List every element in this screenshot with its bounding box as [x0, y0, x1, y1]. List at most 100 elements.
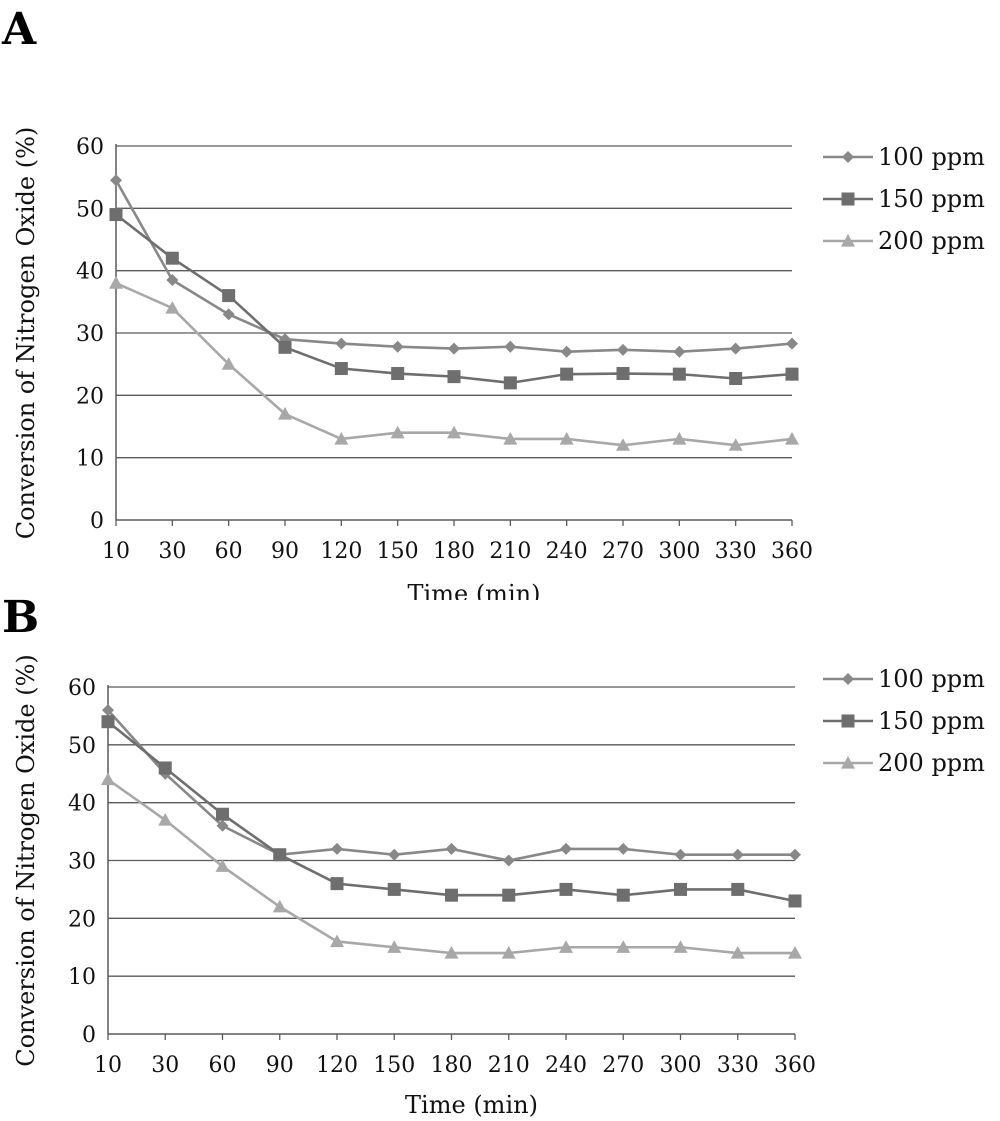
chart-a-x-tick-label: 120 [320, 539, 362, 564]
chart-a-data-point [672, 367, 686, 381]
chart-b-y-tick-label: 50 [68, 734, 96, 759]
chart-a-x-tick-label: 360 [771, 539, 813, 564]
chart-b-legend-label: 150 ppm [878, 707, 985, 735]
chart-b-data-point [331, 842, 343, 855]
chart-b-x-tick-label: 120 [316, 1053, 358, 1078]
chart-a-y-tick-label: 20 [76, 384, 104, 409]
chart-b-series-line [107, 720, 796, 903]
chart-b-data-point [272, 899, 287, 913]
chart-a-legend-label: 100 ppm [878, 143, 985, 171]
chart-a-data-point [617, 343, 629, 356]
chart-a-data-point [559, 431, 574, 445]
chart-a-x-axis-title: Time (min) [408, 580, 541, 600]
chart-b-data-point [387, 882, 401, 896]
chart-a-data-point [222, 308, 235, 321]
chart-a-data-point [729, 342, 742, 355]
chart-b-data-point [388, 848, 401, 861]
chart-a-x-tick-label: 330 [715, 539, 757, 564]
chart-b-data-point [616, 888, 630, 902]
chart-a-y-tick-label: 10 [76, 447, 104, 472]
chart-a-series-2 [109, 276, 799, 451]
chart-b-data-point [502, 854, 515, 867]
chart-a-data-point [278, 407, 292, 420]
chart-b-data-point [102, 704, 114, 717]
chart-b-x-tick-label: 360 [774, 1053, 816, 1078]
chart-a-data-point [786, 337, 798, 350]
chart-b-data-point [788, 946, 802, 959]
chart-a-y-tick-label: 60 [76, 135, 104, 160]
chart-b-data-point [330, 877, 344, 891]
panel-b-letter: B [2, 592, 40, 643]
chart-a-data-point [109, 208, 123, 222]
chart-b-data-point [330, 934, 344, 948]
chart-b-data-point [674, 848, 687, 861]
chart-a-data-point [785, 367, 799, 381]
chart-b-data-point [101, 715, 115, 729]
chart-a-x-tick-label: 180 [433, 539, 475, 564]
chart-a-x-tick-label: 10 [102, 539, 130, 564]
chart-b-data-point [444, 946, 459, 959]
chart-a-data-point [503, 431, 518, 445]
chart-b-y-tick-label: 60 [68, 676, 96, 701]
chart-a-data-point [334, 431, 349, 445]
chart-a-data-point [221, 357, 236, 370]
chart-a-data-point [728, 438, 743, 451]
chart-b-data-point [559, 882, 573, 896]
chart-b-x-tick-label: 210 [488, 1053, 530, 1078]
chart-b-data-point [731, 848, 744, 861]
chart-a-data-point [616, 367, 630, 381]
chart-a: 0 10 20 30 40 50 60 10 30 60 90 120 150 180 210 240 270 3… [12, 127, 985, 600]
chart-b-legend-marker [841, 714, 855, 728]
chart-b-y-tick-label: 20 [68, 907, 96, 932]
chart-a-data-point [672, 431, 687, 445]
chart-b-data-point [158, 813, 173, 826]
chart-b-data-point [731, 882, 745, 896]
chart-a-data-point [165, 251, 179, 265]
chart-b-x-tick-label: 90 [266, 1053, 294, 1078]
chart-a-x-tick-label: 90 [271, 539, 299, 564]
chart-b-series-0 [102, 704, 801, 867]
chart-a-data-point [222, 289, 236, 303]
chart-a-legend-marker [841, 234, 855, 247]
chart-a-data-point [673, 345, 686, 358]
chart-b-x-tick-label: 300 [660, 1053, 702, 1078]
chart-b-data-point [501, 946, 516, 959]
chart-a-data-point [560, 367, 574, 381]
chart-b-x-tick-label: 180 [431, 1053, 473, 1078]
chart-b-data-point [216, 807, 229, 821]
chart-a-data-point [391, 367, 405, 381]
chart-b-data-point [445, 842, 458, 855]
chart-a-data-point [334, 362, 348, 376]
chart-b-data-point [788, 894, 802, 908]
chart-b-data-point [387, 940, 402, 953]
chart-a-data-point [448, 342, 460, 355]
chart-a-data-point [447, 370, 461, 384]
chart-b-legend-label: 200 ppm [878, 749, 985, 777]
chart-a-data-point [729, 372, 743, 386]
chart-a-legend-label: 200 ppm [878, 227, 985, 255]
panel-a-letter: A [2, 4, 37, 55]
chart-a-y-tick-label: 50 [76, 197, 104, 222]
chart-b-x-tick-label: 240 [545, 1053, 587, 1078]
chart-a-y-axis-title: Conversion of Nitrogen Oxide (%) [12, 127, 40, 540]
chart-b-data-point [101, 772, 115, 786]
chart-b-data-point [216, 819, 229, 832]
chart-b-series-1 [101, 715, 802, 908]
chart-a-x-tick-label: 210 [489, 539, 531, 564]
chart-b-legend-label: 100 ppm [878, 665, 985, 693]
chart-a-data-point [616, 438, 630, 451]
chart-a-x-tick-label: 150 [377, 539, 419, 564]
chart-b-data-point [674, 882, 687, 896]
chart-b-data-point [273, 848, 287, 862]
chart-a-legend-marker [841, 192, 855, 206]
chart-a-x-tick-label: 240 [546, 539, 588, 564]
chart-a-data-point [504, 340, 517, 353]
chart-a-data-point [785, 431, 799, 445]
chart-b-data-point [616, 940, 631, 953]
chart-b-y-tick-label: 10 [68, 965, 96, 990]
chart-b-data-point [617, 842, 630, 855]
chart-a-legend-label: 150 ppm [878, 185, 985, 213]
chart-b-legend-marker [842, 673, 854, 685]
chart-a-data-point [109, 276, 123, 289]
